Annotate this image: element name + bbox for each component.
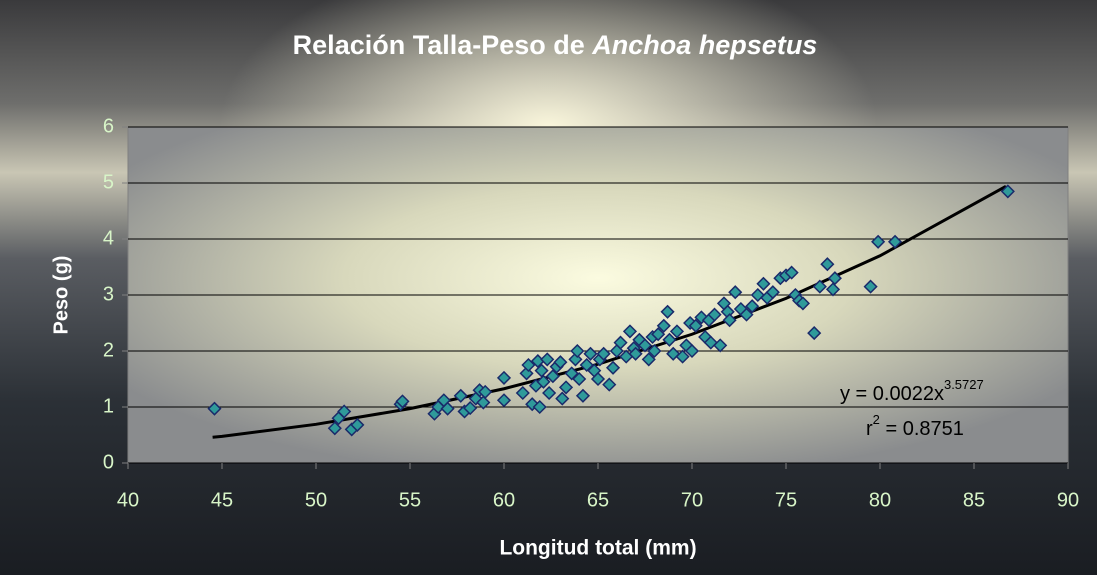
point <box>820 257 835 272</box>
point <box>675 349 690 364</box>
point <box>463 401 478 416</box>
point <box>707 307 722 322</box>
point <box>453 388 468 403</box>
point <box>540 352 555 367</box>
point <box>669 324 685 339</box>
point <box>622 324 638 339</box>
point <box>722 313 737 328</box>
y-tick-label: 3 <box>103 283 114 305</box>
point <box>728 285 743 300</box>
point <box>572 371 587 387</box>
point <box>579 357 594 373</box>
equation-text: y = 0.0022x <box>840 383 944 405</box>
x-tick-label: 60 <box>493 489 515 511</box>
point <box>641 352 656 367</box>
chart-title: Relación Talla-Peso de Anchoa hepsetus <box>293 30 818 60</box>
point <box>521 357 536 373</box>
point <box>745 299 760 314</box>
point <box>713 338 728 353</box>
point <box>590 371 606 387</box>
point <box>440 401 455 416</box>
point <box>739 307 754 322</box>
x-tick-label: 75 <box>775 489 797 511</box>
x-tick-label: 70 <box>681 489 703 511</box>
point <box>395 394 410 409</box>
y-tick-label: 0 <box>103 451 114 473</box>
point <box>784 265 799 280</box>
point <box>628 346 643 361</box>
point <box>887 234 903 249</box>
point <box>756 276 771 291</box>
x-tick-label: 80 <box>869 489 891 511</box>
y-axis-label: Peso (g) <box>50 256 72 335</box>
x-tick-label: 45 <box>211 489 233 511</box>
r2-text: = 0.8751 <box>880 418 964 440</box>
point <box>871 234 886 249</box>
point <box>555 391 570 406</box>
point <box>207 401 222 416</box>
point <box>564 366 579 381</box>
point <box>575 388 591 403</box>
x-tick-label: 40 <box>117 489 139 511</box>
grid <box>122 126 1069 469</box>
r-squared: r2 = 0.8751 <box>866 412 964 440</box>
point <box>812 279 827 294</box>
y-tick-label: 6 <box>103 115 114 137</box>
point <box>605 360 621 375</box>
point <box>350 417 365 432</box>
point <box>688 318 703 333</box>
point <box>602 377 617 392</box>
point <box>1000 184 1015 199</box>
point <box>478 384 493 399</box>
point <box>647 343 662 359</box>
marks <box>207 184 1015 437</box>
point <box>545 369 560 384</box>
x-tick-label: 65 <box>587 489 609 511</box>
point <box>515 385 530 401</box>
point <box>863 279 878 294</box>
point <box>583 346 598 361</box>
equation-exponent: 3.5727 <box>944 377 984 392</box>
point <box>542 385 557 401</box>
point <box>825 282 841 297</box>
r2-exponent: 2 <box>873 412 880 427</box>
point <box>553 355 568 370</box>
point <box>795 296 810 311</box>
point <box>684 343 700 359</box>
point <box>807 326 822 341</box>
y-tick-label: 2 <box>103 339 114 361</box>
point <box>327 421 342 436</box>
equation: y = 0.0022x3.5727 <box>840 377 984 405</box>
point <box>496 370 512 385</box>
point <box>536 374 551 389</box>
point <box>596 346 611 361</box>
point <box>613 335 628 350</box>
point <box>651 327 666 342</box>
title-text: Relación Talla-Peso de <box>293 30 593 60</box>
point <box>765 285 780 300</box>
r2-base: r <box>866 418 873 440</box>
x-tick-label: 85 <box>963 489 985 511</box>
y-tick-label: 4 <box>103 227 114 249</box>
x-axis-label: Longitud total (mm) <box>499 537 696 560</box>
y-tick-label: 1 <box>103 395 114 417</box>
x-tick-label: 90 <box>1057 489 1079 511</box>
x-tick-label: 55 <box>399 489 421 511</box>
point <box>660 304 675 319</box>
point <box>532 399 547 415</box>
x-tick-label: 50 <box>305 489 327 511</box>
point <box>570 343 585 359</box>
title-species: Anchoa hepsetus <box>591 30 817 60</box>
point <box>534 363 549 378</box>
point <box>662 332 677 347</box>
point <box>337 404 352 419</box>
point <box>637 338 653 353</box>
point <box>496 393 512 408</box>
point <box>558 380 574 395</box>
point <box>827 271 842 286</box>
point <box>476 395 491 410</box>
y-tick-label: 5 <box>103 171 114 193</box>
point <box>656 318 671 333</box>
